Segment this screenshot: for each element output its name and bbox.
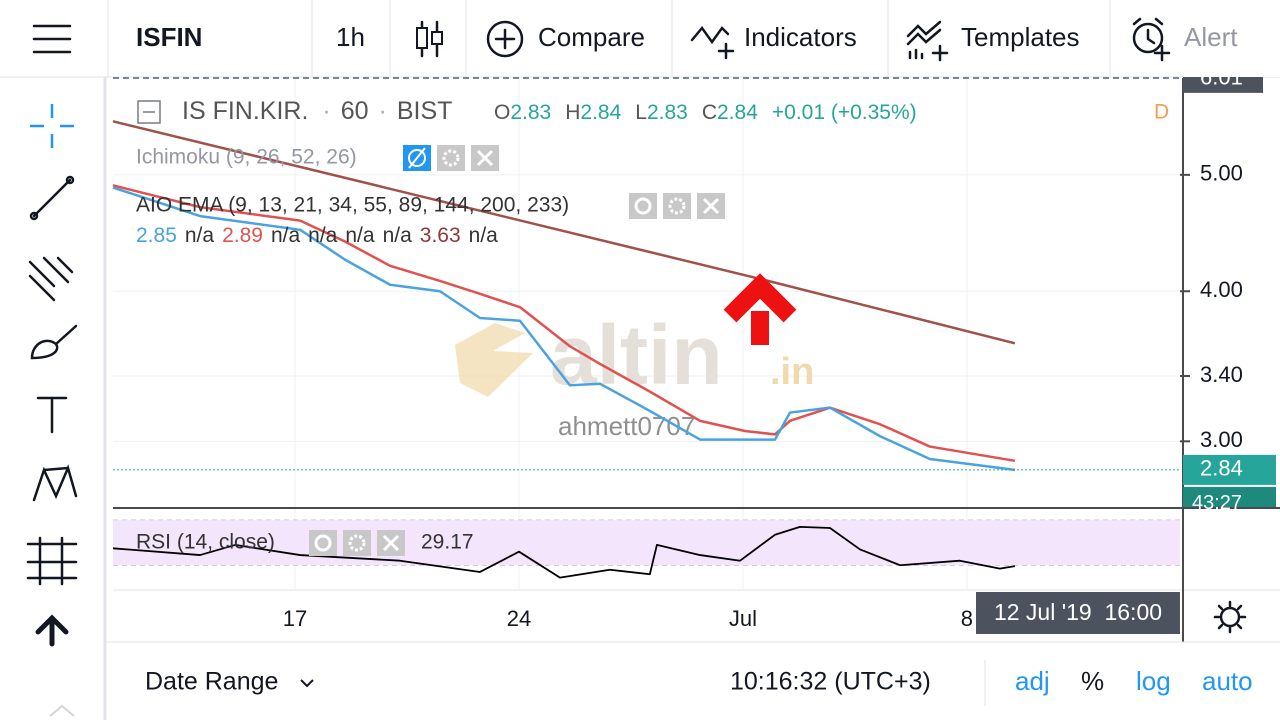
toolbar-cover <box>1183 60 1280 77</box>
ema-value: n/a <box>185 224 215 247</box>
l-label: L <box>635 101 647 124</box>
legend-name: IS FIN.KIR. <box>182 97 308 125</box>
alert-button[interactable]: Alert <box>1132 17 1238 62</box>
c-value: 2.84 <box>717 101 758 124</box>
crosshair-tool[interactable] <box>30 104 74 148</box>
legend-ohlc: O2.83 H2.84 L2.83 C2.84 +0.01 (+0.35%) <box>494 101 917 124</box>
h-label: H <box>565 101 580 124</box>
legend-exchange: BIST <box>397 97 453 125</box>
ema-value: n/a <box>308 224 338 247</box>
watermark: altin .in ahmett0707 <box>455 308 814 441</box>
watermark-brand: altin <box>550 308 723 402</box>
ema-value: n/a <box>271 224 301 247</box>
brush-tool[interactable] <box>30 324 78 360</box>
auto-toggle[interactable]: auto <box>1202 666 1253 696</box>
ema-value: n/a <box>345 224 375 247</box>
price-line <box>112 186 1016 472</box>
watermark-user: ahmett0707 <box>558 411 695 441</box>
crosshair-time: 12 Jul '19 16:00 <box>994 599 1162 625</box>
collapse-legend[interactable] <box>137 100 161 124</box>
rsi-title: RSI (14, close) <box>136 531 275 554</box>
templates-label[interactable]: Templates <box>961 22 1080 52</box>
change: +0.01 (+0.35%) <box>772 101 917 124</box>
o-label: O <box>494 101 510 124</box>
ema-value: 2.85 <box>136 224 177 247</box>
alert-label[interactable]: Alert <box>1184 22 1238 52</box>
y-tick-label: 3.40 <box>1200 362 1243 387</box>
rsi-buttons[interactable] <box>309 530 405 556</box>
x-tick-label: 8 <box>961 606 973 631</box>
compare-button[interactable]: Compare <box>486 20 645 58</box>
annotation-arrow <box>723 273 797 345</box>
arrow-tool[interactable] <box>35 614 69 647</box>
rsi-line <box>112 526 1016 579</box>
legend-symbol: IS FIN.KIR. · 60 · BIST <box>182 97 452 125</box>
indicators-button[interactable]: Indicators <box>690 22 857 60</box>
compare-label[interactable]: Compare <box>538 22 645 52</box>
measure-tool[interactable] <box>26 536 78 586</box>
ema-value: n/a <box>469 224 499 247</box>
o-value: 2.83 <box>510 101 551 124</box>
countdown-box <box>1183 486 1276 507</box>
indicators-label[interactable]: Indicators <box>744 22 857 52</box>
watermark-tld: .in <box>770 351 814 393</box>
interval[interactable]: 1h <box>336 22 365 52</box>
rsi-band <box>113 520 1180 566</box>
ema-value: 2.89 <box>222 224 263 247</box>
last-price-label: 2.84 <box>1200 456 1243 481</box>
legend-interval: 60 <box>341 97 369 125</box>
date-range-chevron <box>300 679 314 688</box>
ema-buttons[interactable] <box>629 193 725 219</box>
last-price-box <box>1183 454 1276 485</box>
menu-button[interactable] <box>32 24 72 54</box>
fib-tool[interactable] <box>28 256 74 302</box>
trendline-tool[interactable] <box>29 175 75 221</box>
ema-values: 2.85 n/a 2.89 n/a n/a n/a n/a 3.63 n/a <box>136 224 498 247</box>
crosshair-time-box <box>976 592 1180 634</box>
x-tick-label: Jul <box>729 606 757 631</box>
y-tick-label: 3.00 <box>1200 427 1243 452</box>
y-tick-label: 5.00 <box>1200 161 1243 186</box>
log-toggle[interactable]: log <box>1136 666 1171 696</box>
clock: 10:16:32 (UTC+3) <box>730 668 931 696</box>
settings-button[interactable] <box>1213 600 1247 634</box>
toolbar-dividers <box>107 0 1111 77</box>
x-tick-label: 17 <box>283 606 307 631</box>
text-tool[interactable] <box>36 396 68 434</box>
y-tick-label: 4.00 <box>1200 277 1243 302</box>
chart-type-button[interactable] <box>416 20 443 58</box>
c-label: C <box>702 101 717 124</box>
toolbar <box>0 0 1280 77</box>
percent-toggle[interactable]: % <box>1081 666 1104 696</box>
ema-value: 3.63 <box>420 224 461 247</box>
templates-button[interactable]: Templates <box>906 20 1080 62</box>
date-range[interactable]: Date Range <box>145 668 278 696</box>
x-tick-label: 24 <box>507 606 531 631</box>
l-value: 2.83 <box>647 101 688 124</box>
pattern-tool[interactable] <box>32 464 78 502</box>
h-value: 2.84 <box>580 101 621 124</box>
data-flag: D <box>1154 101 1169 124</box>
adj-toggle[interactable]: adj <box>1015 666 1050 696</box>
ema-title: AIO EMA (9, 13, 21, 34, 55, 89, 144, 200… <box>136 194 569 217</box>
sidebar-scroll[interactable] <box>49 704 75 717</box>
rsi-value: 29.17 <box>421 531 474 554</box>
ichimoku-buttons[interactable] <box>403 145 499 171</box>
countdown: 43:27 <box>1192 492 1242 514</box>
symbol[interactable]: ISFIN <box>136 22 202 52</box>
ichimoku-title: Ichimoku (9, 26, 52, 26) <box>136 146 357 169</box>
ema-value: n/a <box>383 224 413 247</box>
